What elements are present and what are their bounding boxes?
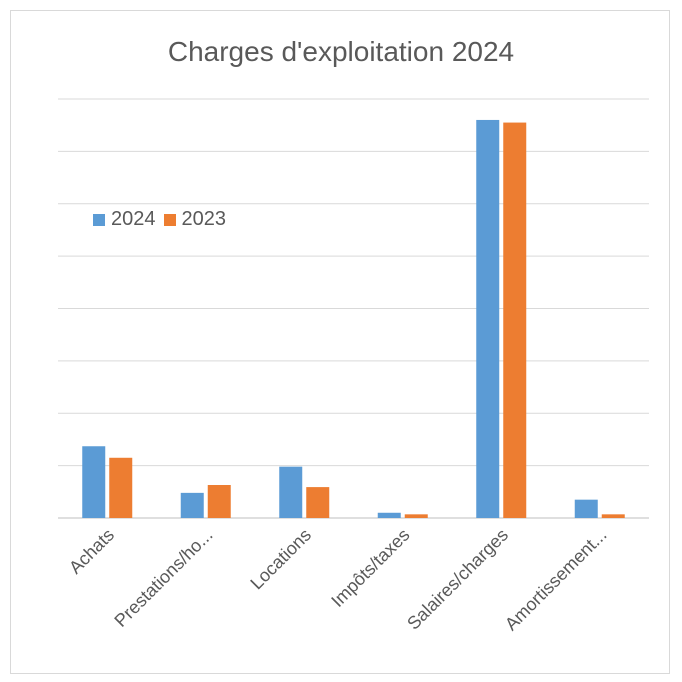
bars <box>82 119 625 518</box>
x-tick-label: Prestations/ho... <box>110 525 216 631</box>
legend-label-series-1: 2024 <box>111 208 156 230</box>
legend-item-series-2: 2023 <box>163 208 227 231</box>
bar-2023-2 <box>207 485 231 518</box>
bar-2023-6 <box>601 514 625 518</box>
x-tick-label: Locations <box>246 525 315 594</box>
bar-2024-2 <box>180 492 204 518</box>
bar-2024-1 <box>82 446 106 518</box>
x-tick-label: Achats <box>65 525 118 578</box>
legend-item-series-1: 2024 <box>93 208 156 231</box>
chart-title: Charges d'exploitation 2024 <box>167 36 515 67</box>
x-tick-label: Amortissement... <box>501 525 611 635</box>
x-tick-label: Impôts/taxes <box>327 525 413 611</box>
gridlines <box>58 98 649 519</box>
bar-2023-1 <box>109 457 133 518</box>
bar-2023-4 <box>404 514 428 518</box>
bar-2024-6 <box>574 499 598 518</box>
legend: 2024 2023 <box>93 208 234 231</box>
bar-2024-5 <box>476 119 500 518</box>
legend-label-series-2: 2023 <box>181 208 227 230</box>
chart-frame <box>10 10 670 674</box>
x-tick-label: Salaires/charges <box>403 525 512 634</box>
bar-2023-5 <box>503 122 527 518</box>
bar-2024-4 <box>377 512 401 518</box>
legend-swatch-series-2 <box>163 213 176 226</box>
legend-swatch-series-1 <box>93 213 105 226</box>
bar-2023-3 <box>306 487 330 518</box>
bar-2024-3 <box>279 466 303 518</box>
